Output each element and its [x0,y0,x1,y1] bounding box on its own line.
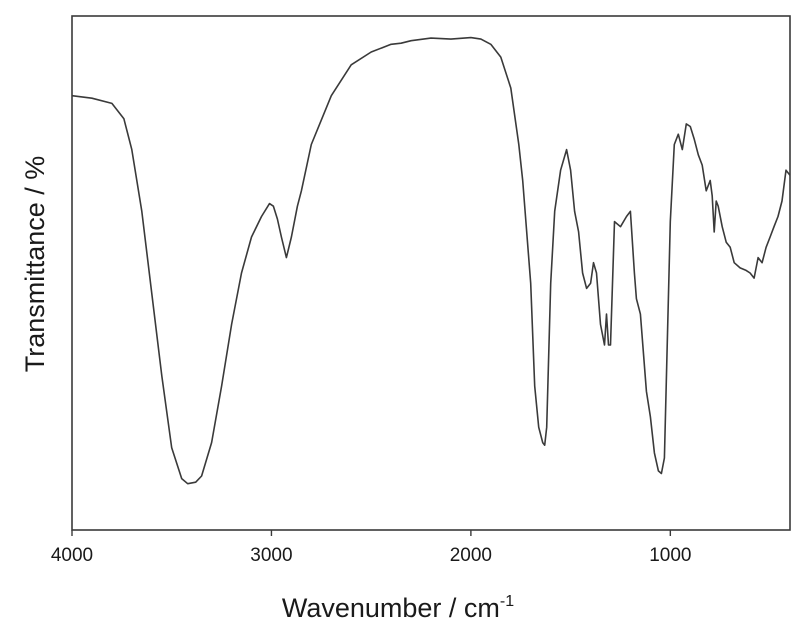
x-tick-label: 3000 [250,545,292,566]
spectrum-line [71,36,791,485]
y-axis-title: Transmittance / % [20,156,50,373]
x-axis: 4000 3000 2000 1000 [51,530,691,566]
x-tick-label: 2000 [450,545,492,566]
x-tick-label: 1000 [649,545,691,566]
x-tick-label: 4000 [51,545,93,566]
plot-frame [71,15,791,531]
x-axis-title: Wavenumber / cm-1 [282,593,514,623]
